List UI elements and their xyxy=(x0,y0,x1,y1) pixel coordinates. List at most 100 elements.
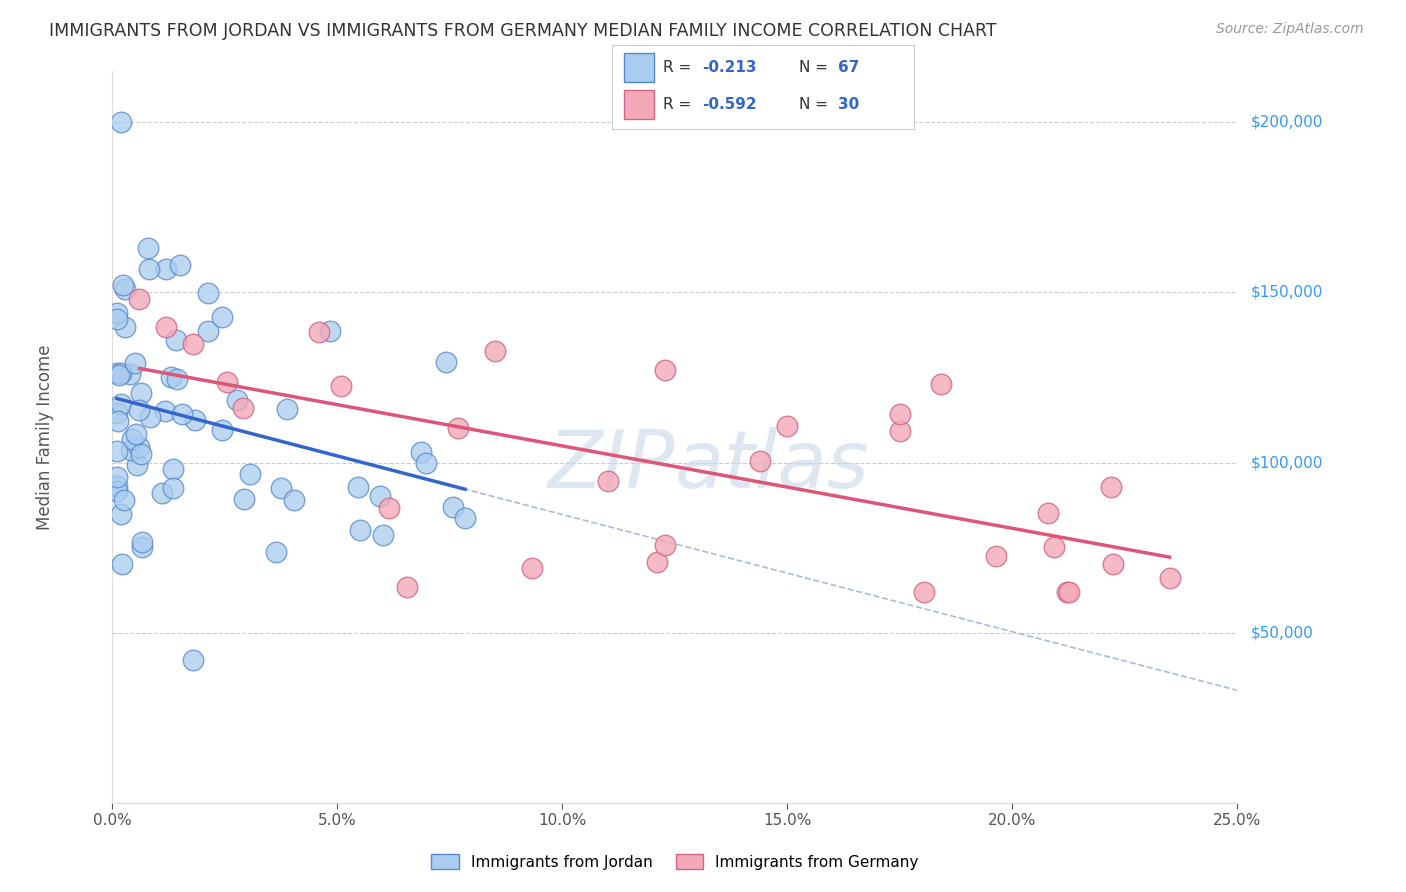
Point xyxy=(395,580,418,594)
Bar xyxy=(624,90,654,120)
Point xyxy=(1099,480,1122,494)
Point xyxy=(125,426,148,441)
Point xyxy=(319,325,342,339)
Point xyxy=(183,653,205,667)
Point xyxy=(454,511,477,525)
Point xyxy=(105,444,128,458)
Point xyxy=(647,556,669,570)
Point xyxy=(162,481,184,495)
Point xyxy=(120,443,142,458)
Point xyxy=(654,363,676,377)
Point xyxy=(447,420,470,434)
Point xyxy=(155,319,177,334)
Point xyxy=(371,528,394,542)
Point xyxy=(114,282,136,296)
Point xyxy=(266,544,288,558)
Point xyxy=(270,481,292,495)
Text: 30: 30 xyxy=(838,97,859,112)
Point xyxy=(184,413,207,427)
Point xyxy=(1159,571,1181,585)
Point xyxy=(105,483,128,498)
Point xyxy=(232,492,254,507)
Text: -0.592: -0.592 xyxy=(703,97,756,112)
Point xyxy=(131,446,153,460)
Point xyxy=(155,261,177,276)
Point xyxy=(172,407,194,421)
Point xyxy=(129,385,152,400)
Point xyxy=(183,336,205,351)
Point xyxy=(211,310,233,324)
Point xyxy=(110,507,132,521)
Point xyxy=(105,311,128,326)
Point xyxy=(596,474,619,488)
Point xyxy=(1102,558,1125,572)
Point xyxy=(138,262,160,277)
Text: $200,000: $200,000 xyxy=(1251,115,1323,130)
Text: $100,000: $100,000 xyxy=(1251,455,1323,470)
Point xyxy=(368,489,391,503)
Text: R =: R = xyxy=(664,97,692,112)
Point xyxy=(105,306,128,320)
Point xyxy=(654,537,676,551)
Point xyxy=(1057,585,1080,599)
Point xyxy=(377,500,399,515)
Text: $50,000: $50,000 xyxy=(1251,625,1313,640)
Text: $150,000: $150,000 xyxy=(1251,285,1323,300)
Point xyxy=(347,480,370,494)
Point xyxy=(197,324,219,338)
Point xyxy=(150,486,173,500)
Point xyxy=(108,368,131,382)
Point xyxy=(131,540,153,554)
Point xyxy=(929,377,952,392)
Point xyxy=(484,344,506,359)
Point xyxy=(441,500,464,515)
Point xyxy=(159,370,181,384)
Point xyxy=(225,393,247,408)
Point xyxy=(889,424,911,438)
Point xyxy=(105,405,128,419)
Point xyxy=(128,293,150,307)
Point xyxy=(128,402,150,417)
Point xyxy=(889,407,911,421)
Text: -0.213: -0.213 xyxy=(703,60,756,75)
Point xyxy=(166,372,188,386)
Point xyxy=(124,356,146,370)
Point xyxy=(128,440,150,454)
Point xyxy=(110,115,132,129)
Text: Source: ZipAtlas.com: Source: ZipAtlas.com xyxy=(1216,22,1364,37)
Point xyxy=(125,458,148,473)
Point xyxy=(1056,585,1078,599)
Point xyxy=(111,557,134,571)
Point xyxy=(984,549,1007,563)
Text: N =: N = xyxy=(799,97,828,112)
Point xyxy=(131,534,153,549)
Point xyxy=(105,479,128,493)
Point xyxy=(112,493,135,508)
Point xyxy=(111,277,134,292)
Legend: Immigrants from Jordan, Immigrants from Germany: Immigrants from Jordan, Immigrants from … xyxy=(425,847,925,876)
Point xyxy=(232,401,254,415)
Point xyxy=(329,379,352,393)
Point xyxy=(912,585,935,599)
Text: IMMIGRANTS FROM JORDAN VS IMMIGRANTS FROM GERMANY MEDIAN FAMILY INCOME CORRELATI: IMMIGRANTS FROM JORDAN VS IMMIGRANTS FRO… xyxy=(49,22,997,40)
Text: ZIP: ZIP xyxy=(547,427,675,506)
Point xyxy=(105,470,128,484)
Point xyxy=(211,424,233,438)
Point xyxy=(197,285,219,300)
Point xyxy=(114,320,136,334)
Point xyxy=(415,456,437,470)
Text: R =: R = xyxy=(664,60,692,75)
Point xyxy=(776,418,799,433)
Point xyxy=(239,467,262,482)
Point xyxy=(162,461,184,475)
Point xyxy=(105,366,128,380)
Point xyxy=(349,523,371,537)
Text: atlas: atlas xyxy=(675,427,870,506)
Text: Median Family Income: Median Family Income xyxy=(37,344,53,530)
Point xyxy=(165,333,187,347)
Point xyxy=(411,445,433,459)
Point xyxy=(276,401,298,416)
Point xyxy=(749,454,772,468)
Point xyxy=(169,258,191,272)
Point xyxy=(121,433,143,447)
